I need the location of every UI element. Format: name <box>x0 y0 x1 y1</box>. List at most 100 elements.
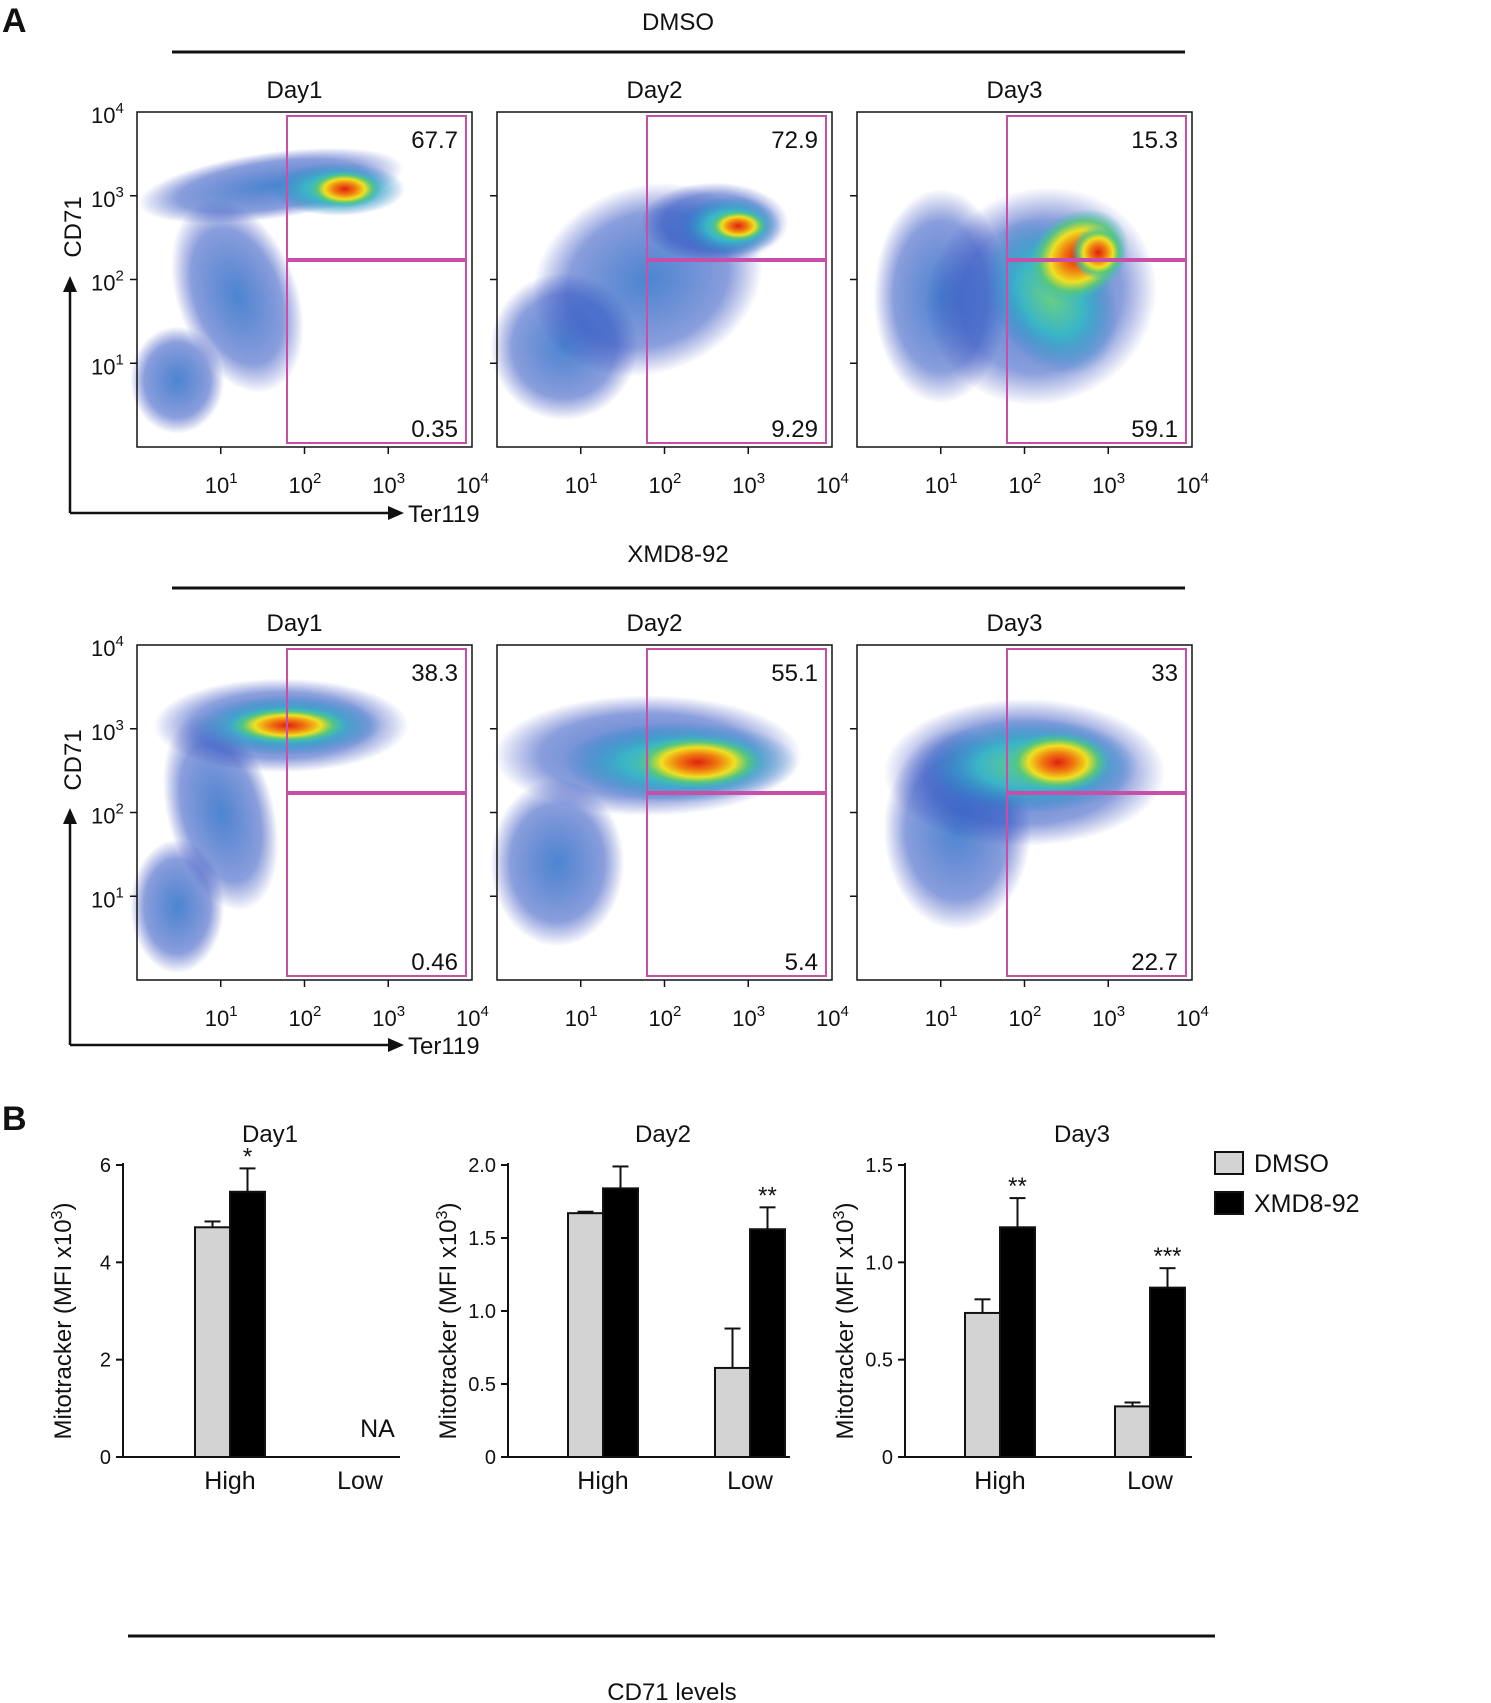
x-tick-label: 102 <box>1009 1003 1042 1031</box>
bar-dmso-low <box>714 1366 751 1458</box>
x-tick-label: 102 <box>289 470 322 498</box>
x-tick-label: 103 <box>1092 1003 1125 1031</box>
gate-lower-pct: 9.29 <box>771 416 818 443</box>
bar-y-tick-label: 0.5 <box>865 1350 893 1372</box>
flow-day-title: Day2 <box>626 610 682 637</box>
gate-upper-pct: 38.3 <box>411 660 458 687</box>
x-tick-label: 102 <box>1009 470 1042 498</box>
legend: DMSO XMD8-92 <box>1214 1150 1360 1218</box>
bar-y-tick-label: 1.0 <box>865 1252 893 1274</box>
flow-day-title: Day3 <box>986 77 1042 104</box>
gate-upper-pct: 15.3 <box>1131 127 1178 154</box>
bar-chart-day2: Day2 Mitotracker (MFI x103) 0 0.5 1.0 1.5 2.0 H… <box>434 1121 790 1495</box>
bar-charts: Day1 Mitotracker (MFI x103) 0 2 4 6 High * Low NA… <box>49 1121 1192 1495</box>
bar-y-tick-label: 0 <box>100 1447 111 1469</box>
gate-upper <box>646 648 827 793</box>
bar-significance: *** <box>1153 1243 1181 1270</box>
y-tick-label: 101 <box>91 351 124 379</box>
bar-na-label: NA <box>360 1415 395 1443</box>
bar-chart-title: Day3 <box>1054 1121 1110 1148</box>
bar-significance: ** <box>758 1182 777 1209</box>
gate-upper <box>286 648 467 793</box>
density-cloud <box>130 147 405 434</box>
bar-dmso-high <box>194 1226 231 1458</box>
bar-category-label: High <box>974 1467 1025 1495</box>
bar-dmso-high <box>567 1212 604 1459</box>
condition-title-dmso: DMSO <box>642 9 714 36</box>
gate-upper <box>1006 115 1187 260</box>
gate-upper-pct: 67.7 <box>411 127 458 154</box>
x-tick-label: 103 <box>732 470 765 498</box>
gate-upper-pct: 55.1 <box>771 660 818 687</box>
flow-plot-dmso-day2: 101 102 103 104 72.9 9.29 Day2 <box>490 77 849 498</box>
flow-day-title: Day3 <box>986 610 1042 637</box>
x-tick-label: 104 <box>816 1003 849 1031</box>
x-tick-label: 104 <box>456 470 489 498</box>
x-tick-label: 103 <box>732 1003 765 1031</box>
x-tick-label: 101 <box>565 1003 598 1031</box>
legend-swatch-dmso <box>1214 1151 1244 1175</box>
bar-y-tick-label: 2.0 <box>468 1155 496 1177</box>
gate-lower <box>286 260 467 444</box>
bar-category-label: Low <box>337 1467 384 1495</box>
condition-title-xmd8-92: XMD8-92 <box>627 541 728 568</box>
y-tick-label: 102 <box>91 268 124 296</box>
bar-y-tick-label: 2 <box>100 1350 111 1372</box>
bar-dmso-low <box>1114 1405 1151 1459</box>
density-cloud <box>883 698 1166 930</box>
y-tick-label: 102 <box>91 801 124 829</box>
panel-b-label: B <box>2 1100 27 1138</box>
bar-y-tick-label: 4 <box>100 1252 111 1274</box>
bar-significance: * <box>243 1143 252 1170</box>
x-tick-label: 103 <box>1092 470 1125 498</box>
bar-xmd8-92-low <box>1149 1286 1186 1459</box>
x-tick-label: 103 <box>372 1003 405 1031</box>
gate-upper-pct: 33 <box>1151 660 1178 687</box>
bar-y-tick-label: 6 <box>100 1155 111 1177</box>
y-tick-label: 101 <box>91 884 124 912</box>
bar-y-tick-label: 0 <box>485 1447 496 1469</box>
bar-category-label: Low <box>1127 1467 1174 1495</box>
bar-category-label: High <box>577 1467 628 1495</box>
bar-y-axis-label: Mitotracker (MFI x103) <box>831 1203 859 1440</box>
gate-lower-pct: 22.7 <box>1131 949 1178 976</box>
bar-chart-title: Day1 <box>242 1121 298 1148</box>
bar-xmd8-92-high <box>999 1226 1036 1458</box>
y-tick-label: 104 <box>91 633 124 661</box>
x-axis-label-ter119-dmso: Ter119 <box>408 501 480 528</box>
gate-lower-pct: 0.46 <box>411 949 458 976</box>
x-axis-label-ter119-xmd8-92: Ter119 <box>408 1033 480 1060</box>
panel-a-label: A <box>2 2 27 40</box>
flow-plot-xmd8-92-day1: 101 102 103 104 101 102 103 104 38.3 0.46 Day1 <box>91 610 489 1031</box>
legend-label-dmso: DMSO <box>1254 1150 1329 1178</box>
gate-lower <box>646 260 827 444</box>
flow-plot-xmd8-92-day2: 101 102 103 104 55.1 5.4 Day2 <box>490 610 849 1031</box>
bar-xmd8-92-high <box>602 1187 639 1458</box>
flow-day-title: Day2 <box>626 77 682 104</box>
x-tick-label: 102 <box>649 470 682 498</box>
y-tick-label: 103 <box>91 717 124 745</box>
bar-category-label: High <box>204 1467 255 1495</box>
gate-upper <box>1006 648 1187 793</box>
x-tick-label: 101 <box>925 470 958 498</box>
flow-cytometry-grid: 101 102 103 104 101 102 103 104 67.7 0.35 Day1 101 1… <box>91 77 1209 1031</box>
x-tick-label: 102 <box>649 1003 682 1031</box>
gate-lower <box>1006 793 1187 977</box>
axis-arrows-row-dmso: CD71 Ter119 <box>60 196 480 528</box>
bar-chart-title: Day2 <box>635 1121 691 1148</box>
legend-swatch-xmd8-92 <box>1214 1191 1244 1215</box>
flow-day-title: Day1 <box>266 77 322 104</box>
cd71-levels-label: CD71 levels <box>607 1679 736 1703</box>
gate-lower-pct: 59.1 <box>1131 416 1178 443</box>
gate-lower <box>286 793 467 977</box>
bar-y-axis-label: Mitotracker (MFI x103) <box>49 1203 77 1440</box>
x-tick-label: 104 <box>456 1003 489 1031</box>
flow-day-title: Day1 <box>266 610 322 637</box>
y-axis-label-cd71-dmso: CD71 <box>60 196 87 257</box>
bar-y-axis-label: Mitotracker (MFI x103) <box>434 1203 462 1440</box>
bar-xmd8-92-high <box>229 1190 266 1459</box>
bar-dmso-high <box>964 1311 1001 1458</box>
y-tick-label: 103 <box>91 184 124 212</box>
gate-lower-pct: 0.35 <box>411 416 458 443</box>
